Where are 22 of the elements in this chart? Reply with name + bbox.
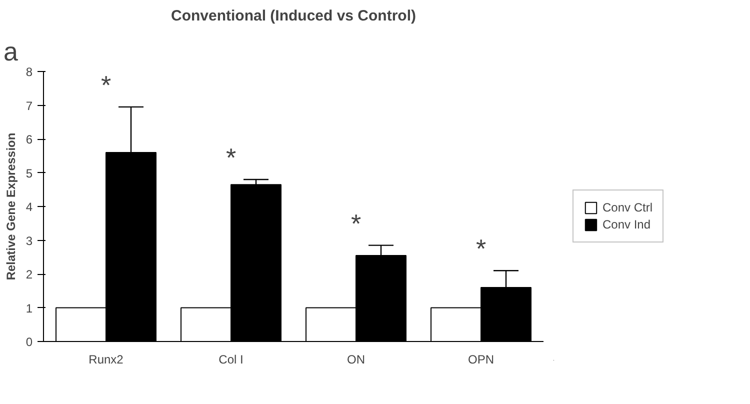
y-tick-label: 3 [26, 234, 33, 248]
annotation: * [350, 208, 362, 238]
annotation: * [100, 70, 112, 100]
y-tick-label: 2 [26, 268, 33, 282]
y-axis-title: Relative Gene Expression [4, 132, 18, 280]
x-tick-label: Col I [218, 352, 244, 366]
chart-title: Conventional (Induced vs Control) [171, 8, 416, 24]
y-tick-label: 4 [26, 200, 33, 214]
legend-label: Conv Ind [602, 217, 651, 231]
y-tick-label: 7 [26, 98, 33, 113]
x-tick-label: OPN [468, 352, 494, 366]
annotation: * [226, 142, 236, 172]
y-tick-label: 0 [26, 335, 33, 349]
y-tick-label: 8 [26, 65, 33, 79]
text: a [4, 36, 18, 66]
y-tick-label: 1 [26, 301, 33, 316]
legend-label: Conv Ctrl [602, 200, 653, 214]
y-tick-label: 5 [26, 166, 33, 180]
y-tick-label: 6 [26, 132, 33, 146]
annotation: * [476, 234, 486, 264]
x-tick-label: ON [347, 352, 365, 366]
x-tick-label: Runx2 [88, 352, 124, 366]
